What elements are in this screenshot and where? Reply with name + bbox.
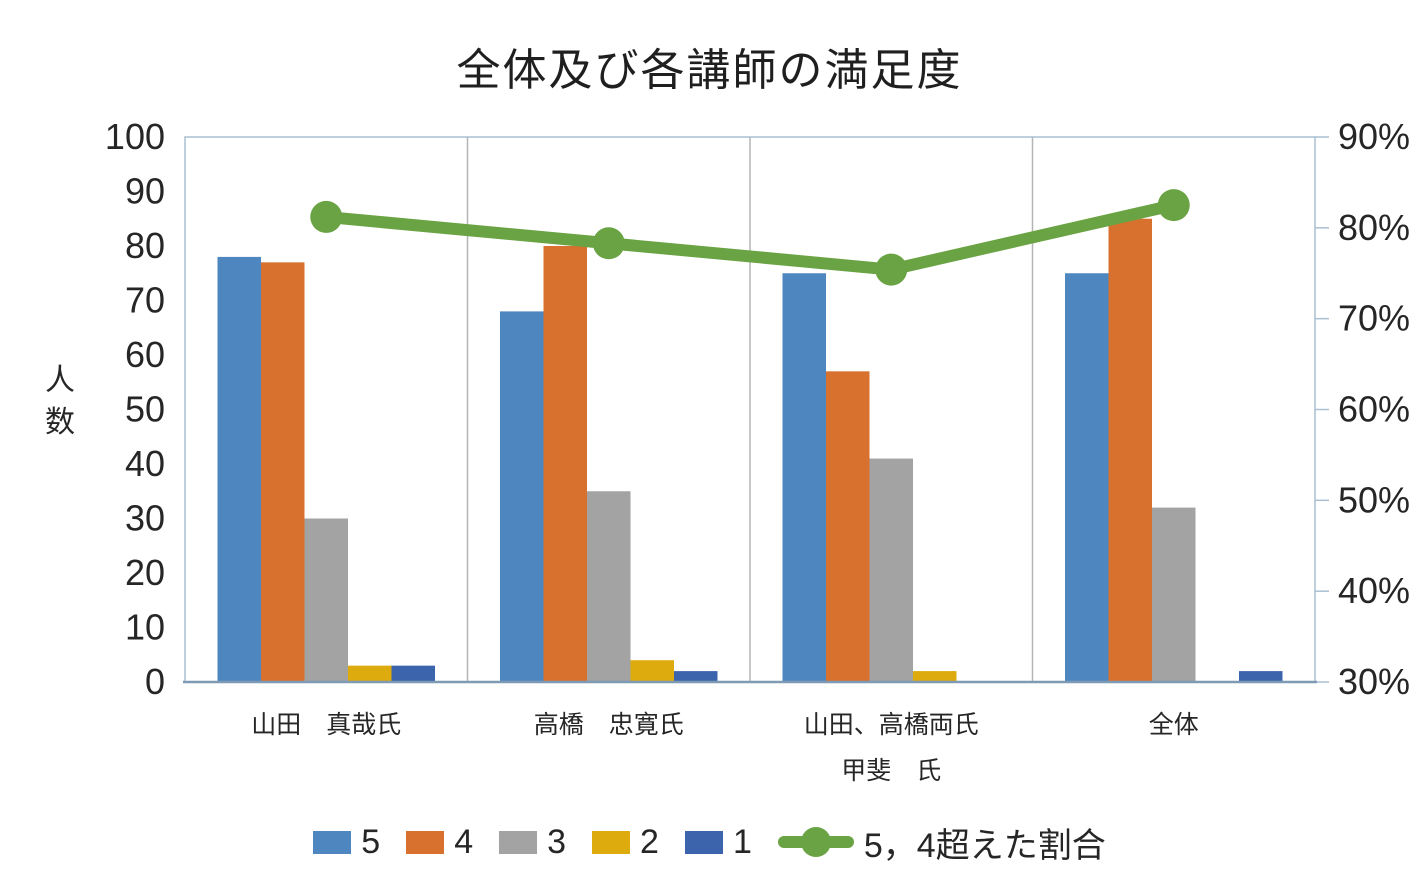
line-marker-cat2 bbox=[592, 227, 625, 260]
legend-item-3: 3 bbox=[499, 823, 566, 862]
bar-series1-cat1 bbox=[391, 665, 435, 682]
left-axis-tick-label: 0 bbox=[145, 661, 165, 702]
right-axis-tick-label: 70% bbox=[1338, 298, 1410, 339]
legend: 5 4 3 2 1 5，4超えた割合 bbox=[0, 816, 1419, 868]
line-marker-cat1 bbox=[310, 200, 343, 233]
bar-series2-cat3 bbox=[913, 671, 957, 682]
left-axis-tick-label: 90 bbox=[125, 171, 165, 212]
left-axis-tick-label: 10 bbox=[125, 607, 165, 648]
line-marker-cat3 bbox=[875, 253, 908, 286]
bar-series4-cat2 bbox=[543, 246, 587, 682]
left-axis-tick-label: 30 bbox=[125, 498, 165, 539]
left-axis-title: 人 bbox=[45, 364, 75, 397]
bar-series1-cat4 bbox=[1239, 671, 1283, 682]
legend-swatch-icon bbox=[499, 830, 538, 854]
legend-label: 1 bbox=[732, 822, 752, 861]
bar-series4-cat1 bbox=[261, 262, 305, 682]
right-axis-tick-label: 30% bbox=[1338, 661, 1410, 702]
left-axis-tick-label: 60 bbox=[125, 334, 165, 375]
bar-series4-cat4 bbox=[1108, 218, 1152, 682]
legend-swatch-icon bbox=[313, 830, 352, 854]
legend-swatch-icon bbox=[684, 830, 723, 854]
legend-item-line-series: 5，4超えた割合 bbox=[777, 818, 1106, 867]
plot-area: 0 10 20 30 40 50 60 70 80 90 100 人数 30% 40% 50% 60% 70% 8… bbox=[45, 116, 1410, 785]
category-label: 全体 bbox=[1149, 711, 1199, 739]
bar-series5-cat3 bbox=[782, 273, 826, 682]
bar-series5-cat2 bbox=[500, 311, 544, 682]
bar-series5-cat4 bbox=[1065, 273, 1109, 682]
bar-series2-cat2 bbox=[630, 660, 674, 682]
line-series bbox=[320, 199, 1180, 276]
legend-label: 3 bbox=[547, 822, 567, 861]
legend-label: 4 bbox=[454, 822, 474, 861]
legend-swatch-icon bbox=[592, 830, 631, 854]
legend-line-dot bbox=[800, 827, 831, 857]
category-label: 甲斐 氏 bbox=[841, 757, 941, 785]
bar-series5-cat1 bbox=[217, 256, 261, 682]
legend-line-marker-icon bbox=[777, 825, 854, 859]
right-axis-tick-label: 90% bbox=[1338, 116, 1410, 157]
right-axis-tick-label: 60% bbox=[1338, 389, 1410, 430]
right-axis-tick-label: 50% bbox=[1338, 479, 1410, 520]
bar-series1-cat2 bbox=[674, 671, 718, 682]
legend-label: 2 bbox=[640, 822, 659, 861]
left-axis-tick-label: 100 bbox=[105, 116, 165, 157]
left-axis-tick-label: 40 bbox=[125, 443, 165, 484]
chart-title: 全体及び各講師の満足度 bbox=[456, 46, 963, 95]
left-axis-tick-label: 20 bbox=[125, 552, 165, 593]
category-label: 山田 真哉氏 bbox=[251, 711, 401, 739]
legend-swatch-icon bbox=[406, 830, 445, 854]
bar-series4-cat3 bbox=[826, 371, 870, 682]
left-axis-tick-label: 80 bbox=[125, 225, 165, 266]
bar-series3-cat2 bbox=[587, 491, 631, 682]
legend-item-5: 5 bbox=[313, 823, 380, 862]
left-axis-tick-label: 50 bbox=[125, 389, 165, 430]
bar-series3-cat4 bbox=[1152, 507, 1196, 682]
right-axis-tick-label: 80% bbox=[1338, 207, 1410, 248]
left-axis-title: 数 bbox=[45, 406, 75, 439]
category-label: 高橋 忠寛氏 bbox=[534, 711, 684, 739]
legend-item-4: 4 bbox=[406, 823, 473, 862]
right-axis-tick-label: 40% bbox=[1338, 570, 1410, 611]
legend-label: 5 bbox=[361, 822, 381, 861]
left-axis-tick-label: 70 bbox=[125, 280, 165, 321]
category-label: 山田、高橋両氏 bbox=[804, 711, 979, 739]
bar-series3-cat3 bbox=[869, 458, 913, 682]
legend-label: 5，4超えた割合 bbox=[863, 826, 1106, 865]
legend-item-2: 2 bbox=[592, 823, 659, 862]
bar-series2-cat1 bbox=[348, 665, 392, 682]
bar-series3-cat1 bbox=[304, 518, 348, 682]
legend-item-1: 1 bbox=[684, 822, 752, 862]
line-marker-cat4 bbox=[1157, 189, 1190, 222]
